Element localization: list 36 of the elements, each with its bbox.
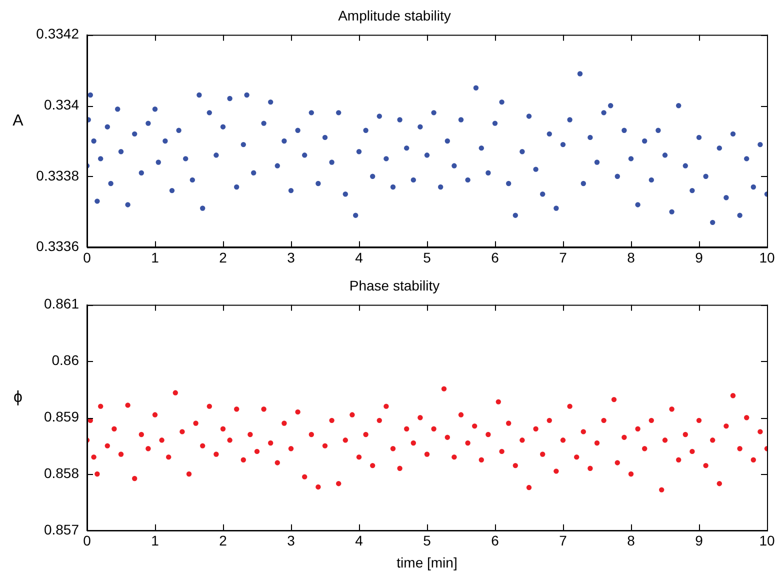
y-tick-label: 0.859 bbox=[44, 408, 80, 424]
y-tick-label: 0.3342 bbox=[36, 26, 80, 42]
x-tick-label: 7 bbox=[559, 532, 568, 549]
y-tick-label: 0.3336 bbox=[36, 238, 80, 254]
x-tick-label: 7 bbox=[559, 249, 568, 266]
y-tick-label: 0.858 bbox=[44, 464, 80, 481]
x-tick-label: 3 bbox=[287, 532, 296, 549]
x-tick-label: 5 bbox=[423, 532, 432, 549]
x-tick-label: 8 bbox=[627, 249, 636, 266]
y-tick-label: 0.857 bbox=[44, 521, 80, 538]
x-tick-label: 3 bbox=[287, 249, 296, 266]
y-axis-title: A bbox=[12, 112, 24, 130]
y-tick-label: 0.334 bbox=[44, 96, 80, 112]
x-tick-label: 9 bbox=[695, 532, 704, 549]
y-tick-label: 0.861 bbox=[44, 296, 80, 312]
x-tick-label: 6 bbox=[491, 532, 500, 549]
x-axis-title: time [min] bbox=[396, 554, 458, 570]
y-axis-title: ϕ bbox=[14, 389, 23, 406]
chart-title: Phase stability bbox=[349, 277, 440, 294]
y-tick-label: 0.86 bbox=[52, 352, 80, 368]
x-tick-label: 0 bbox=[83, 532, 92, 549]
x-tick-label: 10 bbox=[759, 532, 775, 549]
x-tick-label: 1 bbox=[151, 249, 160, 266]
x-tick-label: 2 bbox=[219, 532, 228, 549]
x-tick-label: 0 bbox=[83, 249, 92, 266]
x-tick-label: 10 bbox=[759, 249, 775, 266]
x-tick-label: 4 bbox=[355, 532, 364, 549]
x-tick-label: 1 bbox=[151, 532, 160, 549]
x-tick-label: 4 bbox=[355, 249, 364, 266]
chart-title: Amplitude stability bbox=[338, 7, 451, 24]
x-tick-label: 9 bbox=[695, 249, 704, 266]
x-tick-label: 5 bbox=[423, 249, 432, 266]
y-tick-label: 0.3338 bbox=[36, 167, 80, 184]
x-tick-label: 2 bbox=[219, 249, 228, 266]
x-tick-label: 8 bbox=[627, 532, 636, 549]
x-tick-label: 6 bbox=[491, 249, 500, 266]
